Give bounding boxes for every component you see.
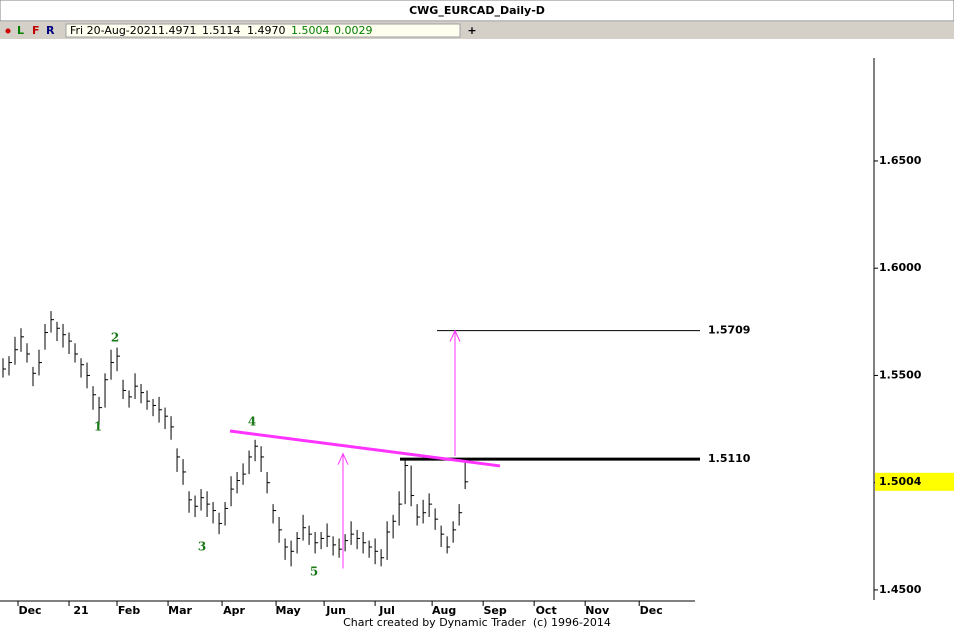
toolbar-button[interactable]: R [46,24,55,37]
arrow-head [449,329,461,342]
chart-title: CWG_EURCAD_Daily-D [409,4,545,17]
footer: Chart created by Dynamic Trader (c) 1996… [343,616,611,629]
x-tick-label: Dec [640,604,663,617]
last-price-box [875,472,954,491]
info-value: 1.5004 [291,24,330,37]
x-tick-label: Mar [168,604,192,617]
x-tick-label: Feb [118,604,141,617]
x-tick-label: Nov [585,604,610,617]
arrow-head [337,452,349,465]
toolbar-button[interactable]: F [32,24,40,37]
info-value: 1.5114 [202,24,241,37]
price-level-label: 1.5110 [708,452,751,465]
wave-label: 5 [310,565,318,579]
y-tick-label: 1.4500 [879,583,922,596]
info-box [65,23,461,38]
info-value: 1.4971 [158,24,197,37]
title-bar [0,0,954,22]
info-values: Fri 20-Aug-2021 1.4971 1.5114 1.4970 1.5004 0… [70,24,373,37]
info-value: 0.0029 [334,24,373,37]
add-button[interactable]: + [467,24,476,37]
status-dot [5,28,11,34]
y-tick-label: 1.6500 [879,154,922,167]
plot-area: 1.45001.50001.55001.60001.6500Dec21FebMa… [0,58,954,617]
wave-label: 4 [248,415,256,429]
wave-label: 3 [198,540,206,554]
trendline [229,429,501,468]
x-tick-label: Apr [223,604,245,617]
x-tick-label: Oct [536,604,557,617]
wave-label: 1 [94,420,102,434]
toolbar-button[interactable]: L [17,24,24,37]
x-tick-label: May [275,604,300,617]
x-tick-label: Jul [378,604,395,617]
x-tick-label: Sep [484,604,507,617]
x-tick-label: 21 [73,604,88,617]
wave-label: 2 [111,331,119,345]
info-value: 1.4970 [247,24,286,37]
info-value: Fri 20-Aug-2021 [70,24,158,37]
x-tick-label: Aug [432,604,456,617]
price-level-label: 1.5709 [708,324,750,337]
x-tick-label: Dec [18,604,41,617]
y-tick-label: 1.6000 [879,261,922,274]
x-tick-label: Jun [325,604,346,617]
last-price-label: 1.5004 [879,475,922,488]
y-tick-label: 1.5500 [879,368,922,381]
